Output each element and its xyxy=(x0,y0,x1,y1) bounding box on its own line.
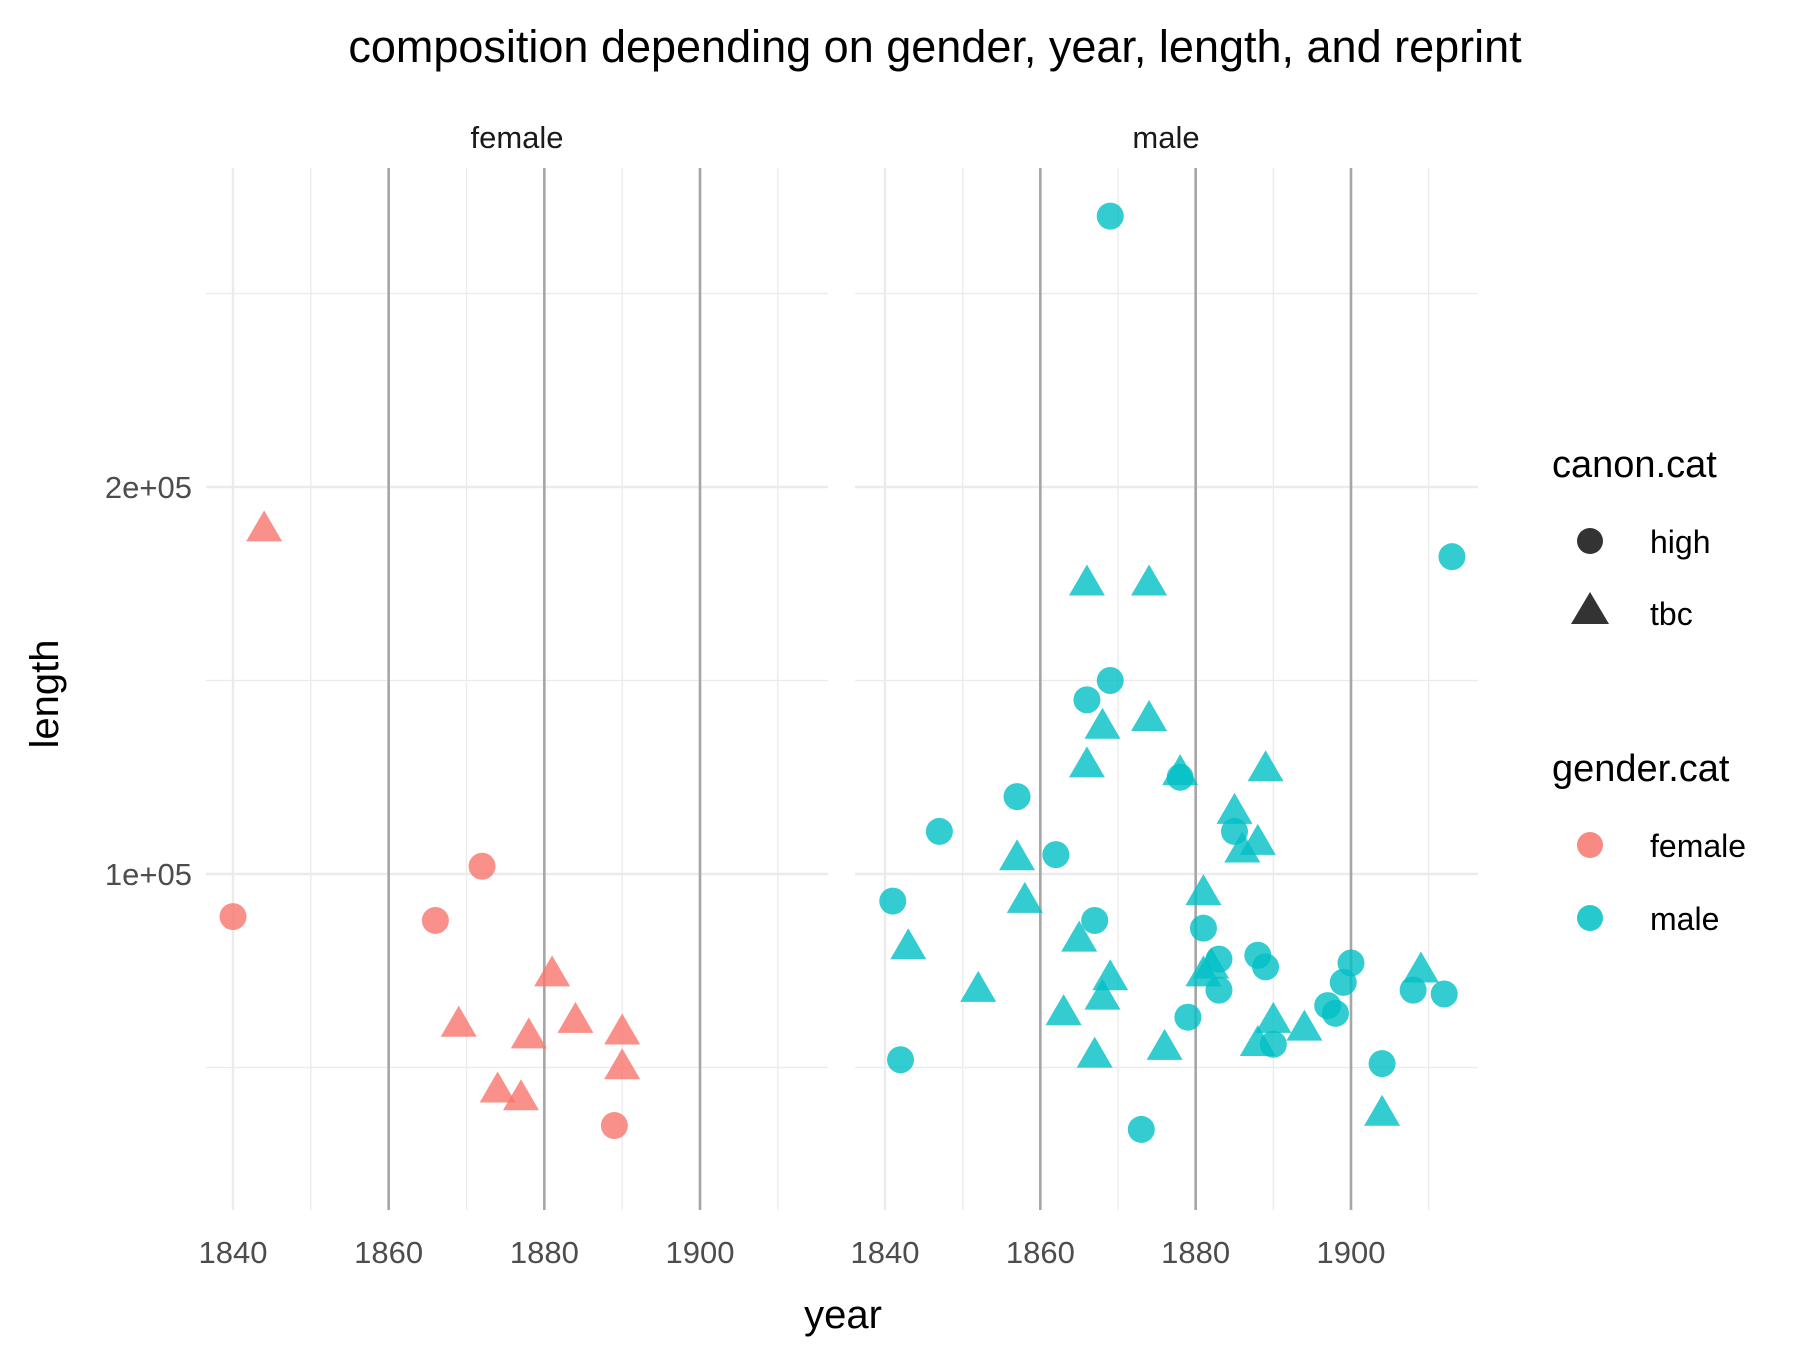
point-tbc xyxy=(440,1005,477,1037)
point-tbc xyxy=(534,955,571,987)
point-tbc xyxy=(1076,1036,1113,1068)
legend-high-label: high xyxy=(1650,524,1711,560)
y-tick-label: 2e+05 xyxy=(105,470,192,505)
point-high xyxy=(925,817,953,845)
point-tbc xyxy=(557,1001,594,1033)
point-high xyxy=(1438,543,1466,571)
point-tbc xyxy=(1364,1094,1401,1126)
point-tbc xyxy=(1006,881,1043,913)
point-high xyxy=(1096,667,1124,694)
panel-female-reference-lines xyxy=(387,168,702,1210)
point-tbc xyxy=(999,839,1036,871)
y-axis-title: length xyxy=(23,640,67,749)
point-tbc xyxy=(1084,978,1121,1010)
point-tbc xyxy=(1247,750,1284,782)
point-high xyxy=(1003,783,1031,811)
point-high xyxy=(1430,980,1458,1008)
point-high xyxy=(1252,953,1280,981)
point-high xyxy=(1174,1003,1202,1031)
y-axis-ticks: 1e+05 2e+05 xyxy=(105,470,192,892)
legend-female-label: female xyxy=(1650,828,1746,864)
x-tick-label: 1860 xyxy=(354,1235,423,1270)
legend-male-label: male xyxy=(1650,901,1719,937)
legend-female-key-dot xyxy=(1577,832,1603,858)
legend-tbc-key-triangle xyxy=(1571,592,1609,624)
x-tick-label: 1900 xyxy=(1317,1235,1386,1270)
point-tbc xyxy=(1255,1001,1292,1033)
point-tbc xyxy=(246,510,283,542)
point-tbc xyxy=(604,1013,641,1045)
point-high xyxy=(600,1112,628,1140)
panel-male-x-ticks: 1840 1860 1880 1900 xyxy=(851,1235,1386,1270)
panel-male-reference-lines xyxy=(1039,168,1353,1210)
x-tick-label: 1840 xyxy=(199,1235,268,1270)
point-high xyxy=(421,906,449,934)
x-tick-label: 1900 xyxy=(666,1235,735,1270)
point-tbc xyxy=(479,1071,516,1103)
point-high xyxy=(1127,1115,1155,1143)
point-tbc xyxy=(960,970,997,1002)
panel-male: male 1840 1860 1880 1900 xyxy=(851,120,1478,1270)
point-tbc xyxy=(1146,1028,1183,1060)
legend-gender-cat: gender.cat female male xyxy=(1552,748,1746,937)
facet-label-female: female xyxy=(470,120,563,155)
panel-female-points xyxy=(219,510,641,1140)
point-high xyxy=(1042,841,1070,869)
point-high xyxy=(1096,202,1124,230)
panel-male-points xyxy=(879,202,1466,1143)
point-tbc xyxy=(1193,947,1230,979)
point-tbc xyxy=(1286,1009,1323,1041)
point-tbc xyxy=(890,928,927,960)
panel-female: female 1840 1860 1880 1900 xyxy=(199,120,828,1270)
point-high xyxy=(1399,976,1427,1004)
legend-gender-cat-title: gender.cat xyxy=(1552,748,1730,790)
point-tbc xyxy=(1239,1025,1276,1057)
point-high xyxy=(879,887,907,915)
point-tbc xyxy=(1045,994,1082,1026)
legend-male-key-dot xyxy=(1577,905,1603,931)
x-tick-label: 1840 xyxy=(851,1235,920,1270)
point-tbc xyxy=(1068,746,1105,778)
point-tbc xyxy=(604,1048,641,1080)
point-tbc xyxy=(1402,951,1439,983)
point-tbc xyxy=(1061,920,1098,952)
y-tick-label: 1e+05 xyxy=(105,857,192,892)
legend-canon-cat: canon.cat high tbc xyxy=(1552,444,1717,632)
legend-tbc-label: tbc xyxy=(1650,596,1693,632)
point-tbc xyxy=(1131,699,1168,731)
point-high xyxy=(887,1046,915,1074)
point-tbc xyxy=(1068,564,1105,596)
point-tbc xyxy=(502,1079,539,1111)
point-high xyxy=(219,903,247,931)
legend-high-key-circle xyxy=(1577,528,1603,554)
point-high xyxy=(1337,949,1365,977)
panel-female-x-ticks: 1840 1860 1880 1900 xyxy=(199,1235,735,1270)
point-tbc xyxy=(1216,792,1253,824)
point-high xyxy=(1189,914,1217,942)
point-high xyxy=(1368,1050,1396,1078)
x-axis-title: year xyxy=(804,1293,882,1337)
point-high xyxy=(1321,999,1349,1027)
point-tbc xyxy=(1162,754,1199,786)
facet-label-male: male xyxy=(1132,120,1199,155)
point-high xyxy=(468,852,496,880)
point-high xyxy=(1081,906,1109,934)
point-tbc xyxy=(1131,564,1168,596)
x-tick-label: 1880 xyxy=(510,1235,579,1270)
point-tbc xyxy=(1084,707,1121,739)
point-tbc xyxy=(1092,959,1129,991)
legend-canon-cat-title: canon.cat xyxy=(1552,444,1717,486)
chart-title: composition depending on gender, year, l… xyxy=(348,21,1522,72)
x-tick-label: 1880 xyxy=(1161,1235,1230,1270)
point-tbc xyxy=(510,1017,547,1049)
point-high xyxy=(1073,686,1101,714)
x-tick-label: 1860 xyxy=(1006,1235,1075,1270)
point-tbc xyxy=(1239,823,1276,855)
point-tbc xyxy=(1185,874,1222,906)
